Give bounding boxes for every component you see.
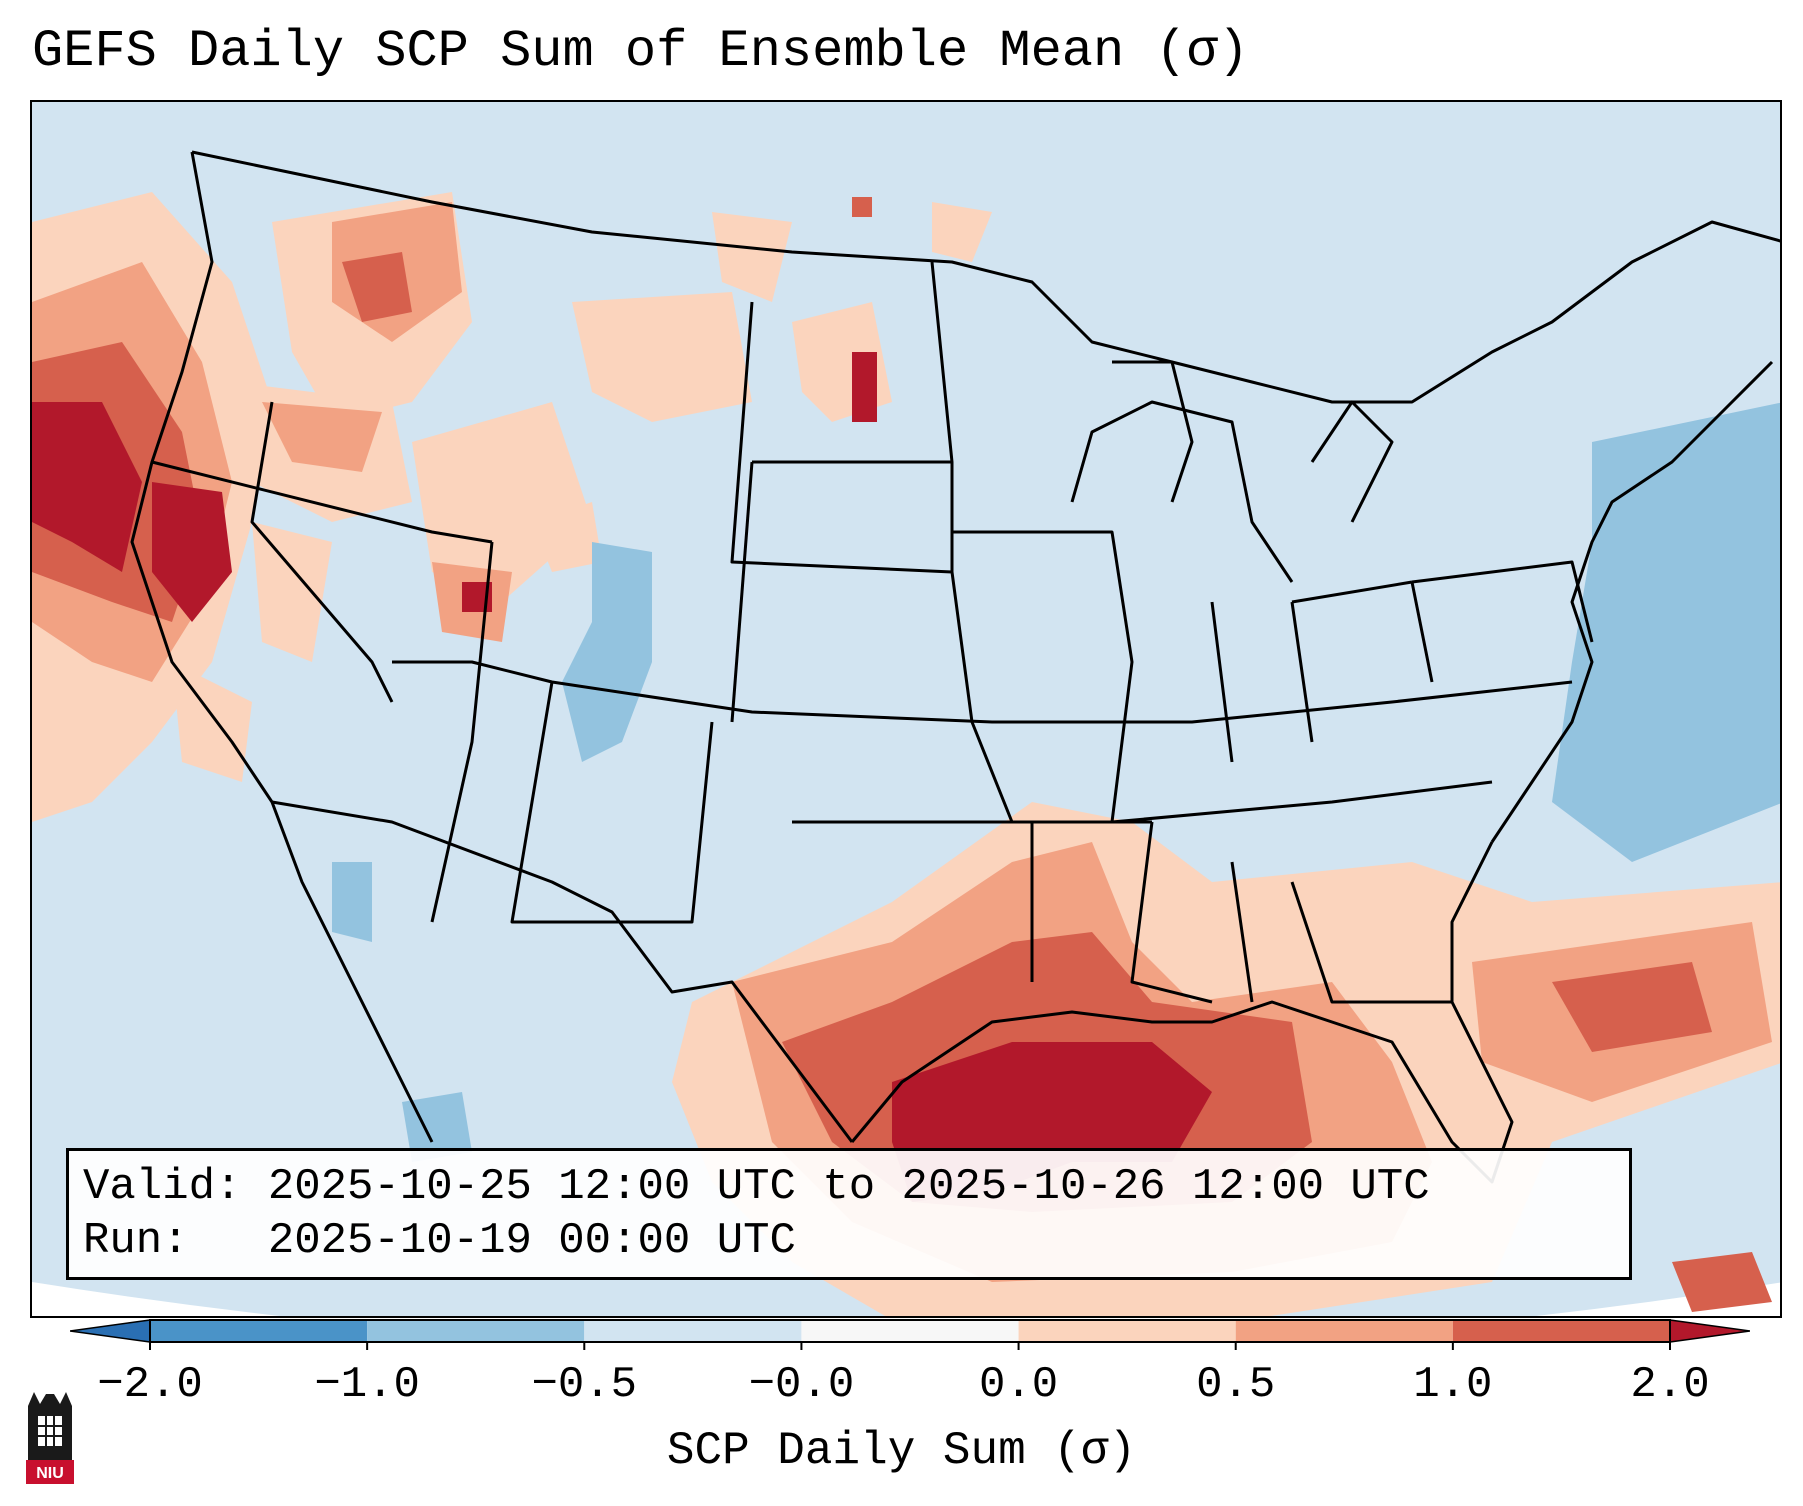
colorbar-extend-high (1669, 1319, 1750, 1343)
valid-time-text: Valid: 2025-10-25 12:00 UTC to 2025-10-2… (83, 1162, 1430, 1212)
scp-anomaly-map (32, 102, 1780, 1316)
colorbar-segment (801, 1320, 1019, 1342)
colorbar-segment (1452, 1320, 1670, 1342)
colorbar (70, 1319, 1750, 1350)
colorbar-label: SCP Daily Sum (σ) (666, 1425, 1137, 1477)
colorbar-tick-label: 0.5 (1196, 1360, 1276, 1410)
atlantic-negative-anomaly (1552, 402, 1780, 862)
run-time-text: Run: 2025-10-19 00:00 UTC (83, 1216, 796, 1266)
colorbar-tick-label: −0.0 (748, 1360, 855, 1410)
map-panel (30, 100, 1782, 1318)
niu-logo-text: NIU (36, 1465, 64, 1482)
colorbar-segment (584, 1320, 802, 1342)
northern-plains-anomaly (532, 197, 992, 572)
west-coast-anomaly (32, 192, 592, 822)
colorbar-tick-label: 0.0 (978, 1360, 1059, 1410)
colorbar-tick-label: 1.0 (1413, 1360, 1493, 1410)
rockies-negative-anomaly (332, 542, 652, 1162)
colorbar-segment (1018, 1320, 1236, 1342)
colorbar-tick-label: −0.5 (531, 1360, 638, 1410)
colorbar-tick-label: −1.0 (314, 1360, 420, 1410)
map-title: GEFS Daily SCP Sum of Ensemble Mean (σ) (32, 22, 1249, 81)
colorbar-tick-label: −2.0 (97, 1360, 203, 1410)
niu-logo: NIU (26, 1392, 74, 1484)
colorbar-segment (1235, 1320, 1453, 1342)
colorbar-tick-label: 2.0 (1630, 1360, 1710, 1410)
colorbar-extend-low (70, 1319, 151, 1343)
projection-edge (32, 1282, 1780, 1316)
colorbar-segment (367, 1320, 585, 1342)
state-borders (130, 150, 1780, 1184)
colorbar-segment (150, 1320, 368, 1342)
colorbar-outline (149, 1319, 1671, 1343)
valid-time-box: Valid: 2025-10-25 12:00 UTC to 2025-10-2… (66, 1148, 1632, 1280)
